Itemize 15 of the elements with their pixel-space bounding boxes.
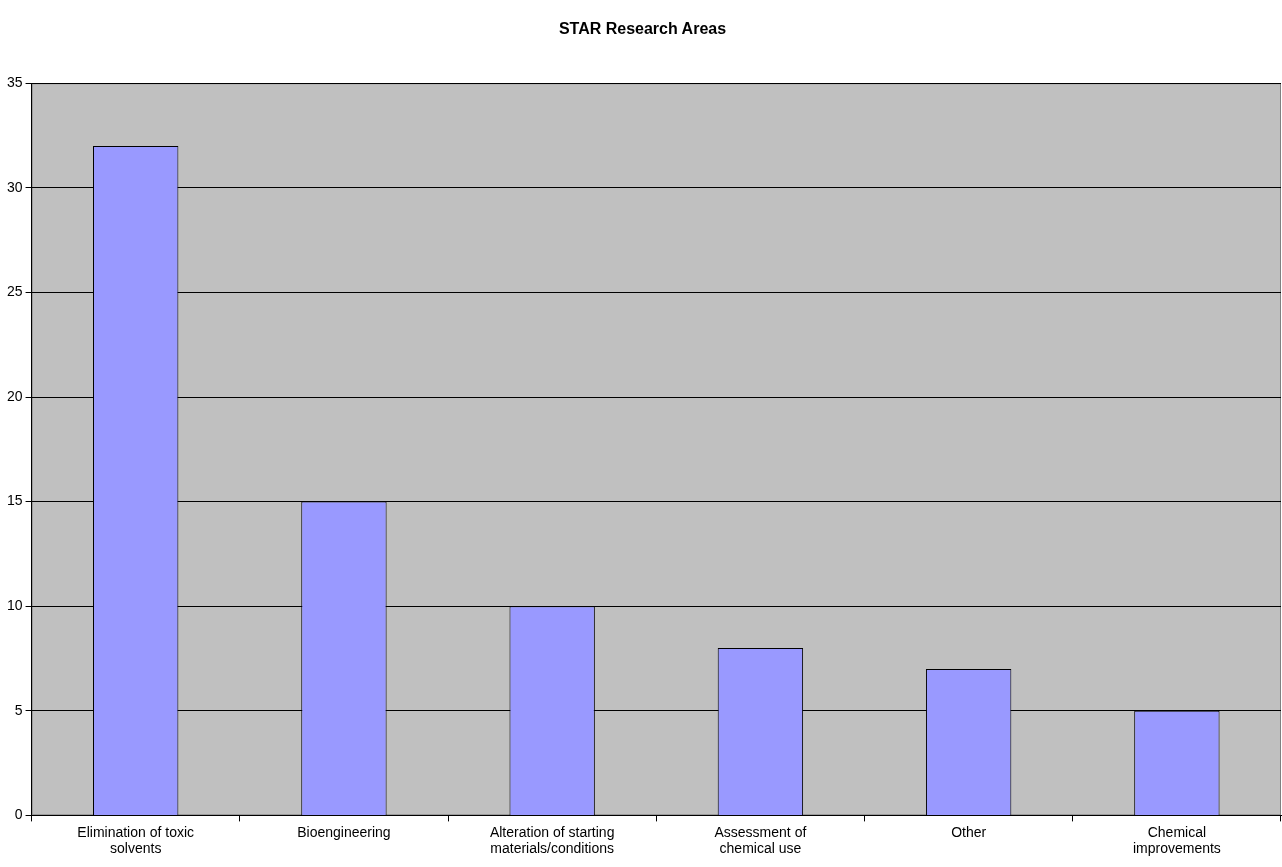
y-tick-label: 15 — [6, 492, 23, 509]
chart-title: STAR Research Areas — [558, 20, 727, 38]
y-tick-label: 35 — [6, 74, 23, 91]
x-tick-label: Other — [951, 823, 987, 840]
x-tick-label: Elimination of toxic solvents — [77, 823, 195, 857]
x-tick-label: Bioengineering — [297, 823, 391, 840]
x-tick-label: Assessment of chemical use — [714, 823, 807, 857]
y-tick-label: 10 — [6, 597, 23, 614]
y-tick-label: 20 — [6, 387, 23, 404]
y-tick-label: 30 — [6, 178, 23, 195]
x-tick-label: Alteration of starting materials/conditions — [489, 823, 615, 857]
y-tick-label: 5 — [14, 701, 23, 718]
x-tick-label: Chemical improvements — [1132, 823, 1221, 857]
y-tick-label: 25 — [6, 283, 23, 300]
y-tick-label: 0 — [14, 806, 23, 823]
